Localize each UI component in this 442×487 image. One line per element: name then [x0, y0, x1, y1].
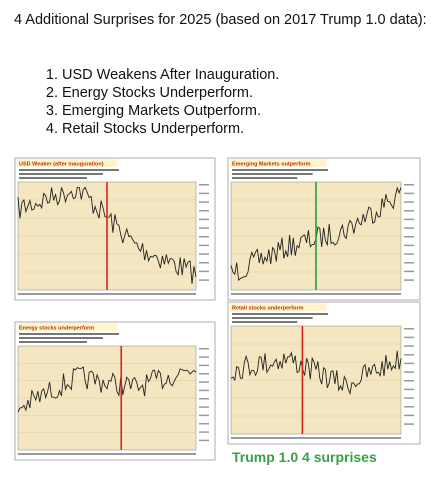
- list-item: USD Weakens After Inauguration.: [62, 66, 279, 84]
- axis-tick: [199, 406, 209, 408]
- header-line: [19, 337, 103, 339]
- axis-tick: [404, 423, 414, 425]
- axis-tick: [404, 218, 414, 221]
- header-line: [232, 173, 313, 175]
- header-line: [232, 321, 298, 323]
- chart-label: Retail stocks underperform: [232, 306, 304, 312]
- label-band: [230, 303, 326, 311]
- chart-label: USD Weaker (after inauguration): [19, 162, 104, 168]
- axis-tick: [404, 227, 414, 229]
- header-line: [232, 317, 313, 319]
- month-axis: [231, 293, 401, 295]
- axis-tick: [199, 227, 209, 229]
- axis-tick: [404, 192, 414, 195]
- axis-tick: [404, 380, 414, 382]
- axis-tick: [199, 381, 209, 383]
- axis-tick: [199, 348, 209, 350]
- axis-tick: [404, 244, 414, 247]
- axis-tick: [199, 398, 209, 400]
- title: 4 Additional Surprises for 2025 (based o…: [14, 12, 427, 28]
- header-line: [19, 341, 87, 343]
- axis-tick: [199, 244, 209, 247]
- axis-tick: [199, 431, 209, 433]
- axis-tick: [199, 270, 209, 273]
- axis-tick: [199, 389, 209, 392]
- axis-tick: [199, 356, 209, 358]
- axis-tick: [199, 253, 209, 255]
- axis-tick: [404, 371, 414, 373]
- header-line: [19, 173, 103, 175]
- axis-tick: [199, 373, 209, 375]
- axis-tick: [404, 345, 414, 347]
- axis-tick: [199, 184, 209, 186]
- axis-tick: [199, 210, 209, 212]
- list-item: Retail Stocks Underperform.: [62, 120, 279, 138]
- axis-tick: [199, 218, 209, 221]
- axis-tick: [404, 184, 414, 186]
- chart-label: Energy stocks underperform: [19, 326, 94, 332]
- axis-tick: [199, 192, 209, 195]
- caption: Trump 1.0 4 surprises: [232, 449, 377, 465]
- price-line: [230, 350, 402, 396]
- axis-tick: [404, 406, 414, 408]
- price-line: [17, 366, 197, 413]
- axis-tick: [199, 236, 209, 238]
- header-line: [19, 177, 87, 179]
- chart-label: Emerging Markets outperform: [232, 162, 311, 168]
- label-band: [17, 323, 117, 331]
- axis-tick: [404, 210, 414, 212]
- axis-tick: [404, 201, 414, 203]
- label-band: [17, 159, 117, 167]
- list-item: Energy Stocks Underperform.: [62, 84, 279, 102]
- label-band: [230, 159, 326, 167]
- axis-tick: [199, 364, 209, 367]
- axis-tick: [404, 236, 414, 238]
- axis-tick: [199, 439, 209, 442]
- axis-tick: [404, 328, 414, 330]
- axis-tick: [404, 262, 414, 264]
- header-line: [232, 169, 328, 171]
- axis-tick: [199, 414, 209, 417]
- axis-tick: [199, 423, 209, 425]
- header-line: [19, 333, 119, 335]
- month-axis: [231, 437, 401, 439]
- axis-tick: [199, 201, 209, 203]
- axis-tick: [404, 279, 414, 281]
- axis-tick: [404, 362, 414, 365]
- axis-tick: [404, 354, 414, 356]
- axis-tick: [404, 388, 414, 391]
- axis-tick: [199, 279, 209, 281]
- header-line: [232, 177, 298, 179]
- month-axis: [18, 293, 196, 295]
- list-item: Emerging Markets Outperform.: [62, 102, 279, 120]
- axis-tick: [404, 336, 414, 339]
- axis-tick: [199, 262, 209, 264]
- header-line: [232, 313, 328, 315]
- axis-tick: [404, 414, 414, 417]
- axis-tick: [404, 270, 414, 273]
- month-axis: [18, 453, 196, 455]
- axis-tick: [404, 253, 414, 255]
- surprise-list: USD Weakens After Inauguration. Energy S…: [36, 66, 279, 138]
- axis-tick: [404, 397, 414, 399]
- header-line: [19, 169, 119, 171]
